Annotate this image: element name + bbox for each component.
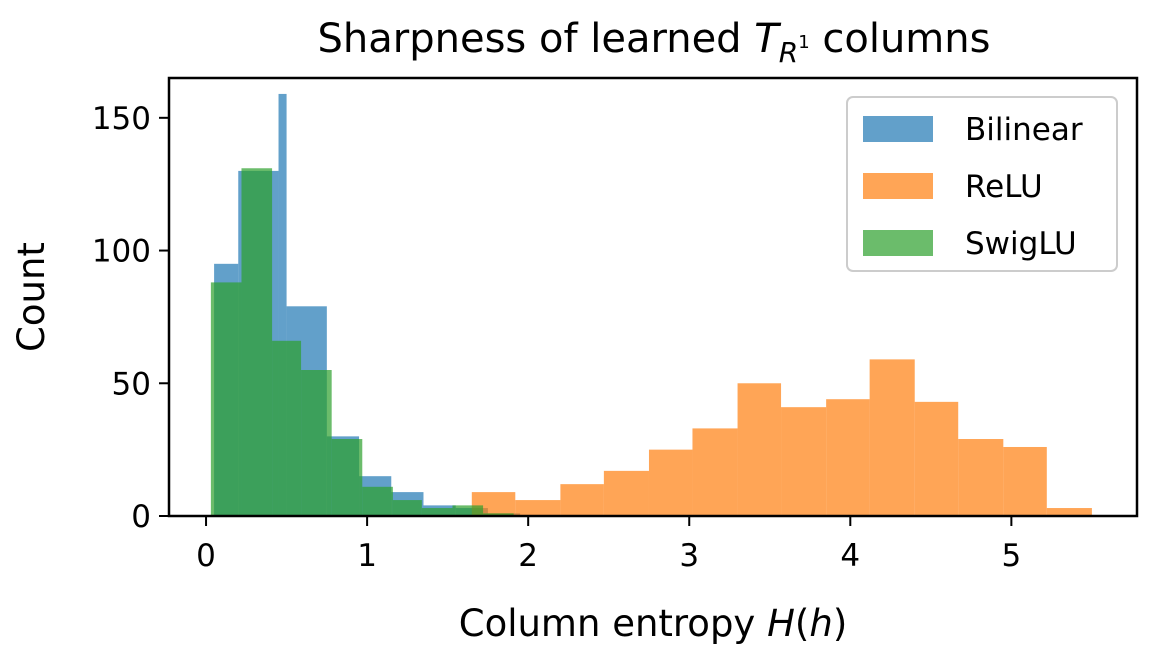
chart-title: Sharpness of learned TR1 columns (318, 16, 991, 69)
bar-swiglu-6 (392, 500, 422, 516)
x-axis-ticks: 0 1 2 3 4 5 (196, 516, 1021, 574)
series-relu (471, 359, 1092, 516)
x-tick-label: 3 (679, 538, 699, 574)
bar-swiglu-8 (452, 505, 484, 516)
bar-relu-5 (692, 428, 738, 516)
bar-relu-7 (781, 407, 827, 516)
bar-relu-13 (1046, 508, 1092, 516)
y-axis-label: Count (10, 242, 53, 352)
bar-relu-8 (826, 399, 870, 516)
bar-relu-3 (603, 470, 649, 516)
bar-swiglu-0 (210, 282, 242, 516)
y-axis-ticks: 0 50 100 150 (92, 101, 169, 535)
y-tick-label: 100 (92, 234, 151, 270)
x-tick-label: 1 (357, 538, 377, 574)
x-tick-label: 5 (1002, 538, 1022, 574)
bar-relu-6 (737, 383, 782, 516)
x-tick-label: 0 (196, 538, 216, 574)
y-tick-label: 150 (92, 101, 151, 137)
legend-label-swiglu: SwigLU (965, 226, 1077, 262)
bar-relu-12 (1003, 446, 1047, 516)
y-tick-label: 50 (112, 366, 151, 402)
histogram-bars (210, 93, 1092, 516)
bar-relu-1 (515, 500, 561, 516)
bar-relu-9 (869, 359, 915, 516)
legend: Bilinear ReLU SwigLU (846, 96, 1118, 272)
y-tick-label: 0 (131, 499, 151, 535)
bar-swiglu-4 (331, 439, 363, 516)
x-tick-label: 4 (840, 538, 860, 574)
bar-swiglu-5 (362, 486, 393, 516)
bar-swiglu-7 (421, 508, 453, 516)
bar-swiglu-9 (483, 513, 514, 516)
bar-swiglu-2 (272, 340, 302, 516)
axes-frame (167, 76, 1139, 518)
bar-relu-10 (914, 401, 959, 516)
bar-swiglu-1 (241, 168, 273, 516)
legend-label-relu: ReLU (965, 169, 1043, 205)
bar-bilinear-2 (278, 93, 287, 516)
bar-relu-11 (958, 439, 1004, 516)
x-axis-label: Column entropy H(h) (459, 602, 848, 645)
bar-relu-2 (560, 484, 604, 516)
series-swiglu (210, 168, 514, 516)
x-tick-label: 2 (518, 538, 538, 574)
legend-label-bilinear: Bilinear (965, 112, 1083, 148)
legend-swatch-swiglu (863, 230, 933, 256)
legend-swatch-bilinear (863, 116, 933, 142)
bar-swiglu-3 (301, 370, 332, 516)
bar-relu-4 (648, 449, 693, 516)
legend-swatch-relu (863, 173, 933, 199)
